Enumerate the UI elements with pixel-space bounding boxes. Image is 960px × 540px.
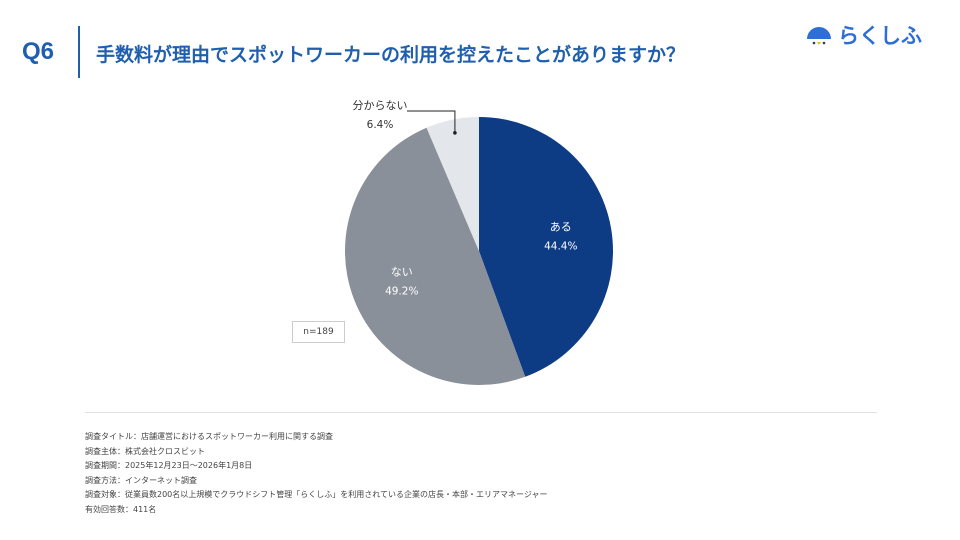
slice-category-label: ある bbox=[550, 220, 572, 233]
note-line: 調査タイトル：店舗運営におけるスポットワーカー利用に関する調査 bbox=[85, 432, 333, 441]
penguin-logo-icon bbox=[807, 27, 831, 45]
survey-notes: 調査タイトル：店舗運営におけるスポットワーカー利用に関する調査 調査主体：株式会… bbox=[85, 430, 547, 517]
question-number: Q6 bbox=[22, 38, 55, 65]
slice-value-label: 44.4% bbox=[544, 240, 577, 252]
logo: らくしふ bbox=[806, 20, 922, 50]
note-line: 調査主体：株式会社クロスビット bbox=[85, 446, 205, 456]
pie-slice bbox=[479, 117, 613, 377]
pie-slice bbox=[345, 127, 526, 385]
slice-value-label: 6.4% bbox=[367, 119, 394, 131]
page-title: 手数料が理由でスポットワーカーの利用を控えたことがありますか？ bbox=[96, 44, 686, 66]
note-line: 調査対象：従業員数200名以上規模でクラウドシフト管理「らくしふ」を利用されてい… bbox=[85, 490, 548, 499]
slice-category-label: ない bbox=[391, 266, 413, 279]
footer-divider bbox=[85, 412, 877, 413]
logo-text: らくしふ bbox=[838, 24, 922, 48]
leader-line bbox=[407, 110, 456, 133]
slice-value-label: 49.2% bbox=[385, 286, 418, 298]
divider bbox=[78, 26, 80, 78]
pie-slice bbox=[426, 117, 479, 251]
sample-size: n=189 bbox=[292, 321, 345, 343]
note-line: 有効回答数：411名 bbox=[85, 504, 157, 514]
note-line: 調査方法：インターネット調査 bbox=[85, 475, 197, 485]
slice-category-label: 分からない bbox=[353, 99, 408, 112]
note-line: 調査期間：2025年12月23日〜2026年1月8日 bbox=[85, 461, 253, 470]
